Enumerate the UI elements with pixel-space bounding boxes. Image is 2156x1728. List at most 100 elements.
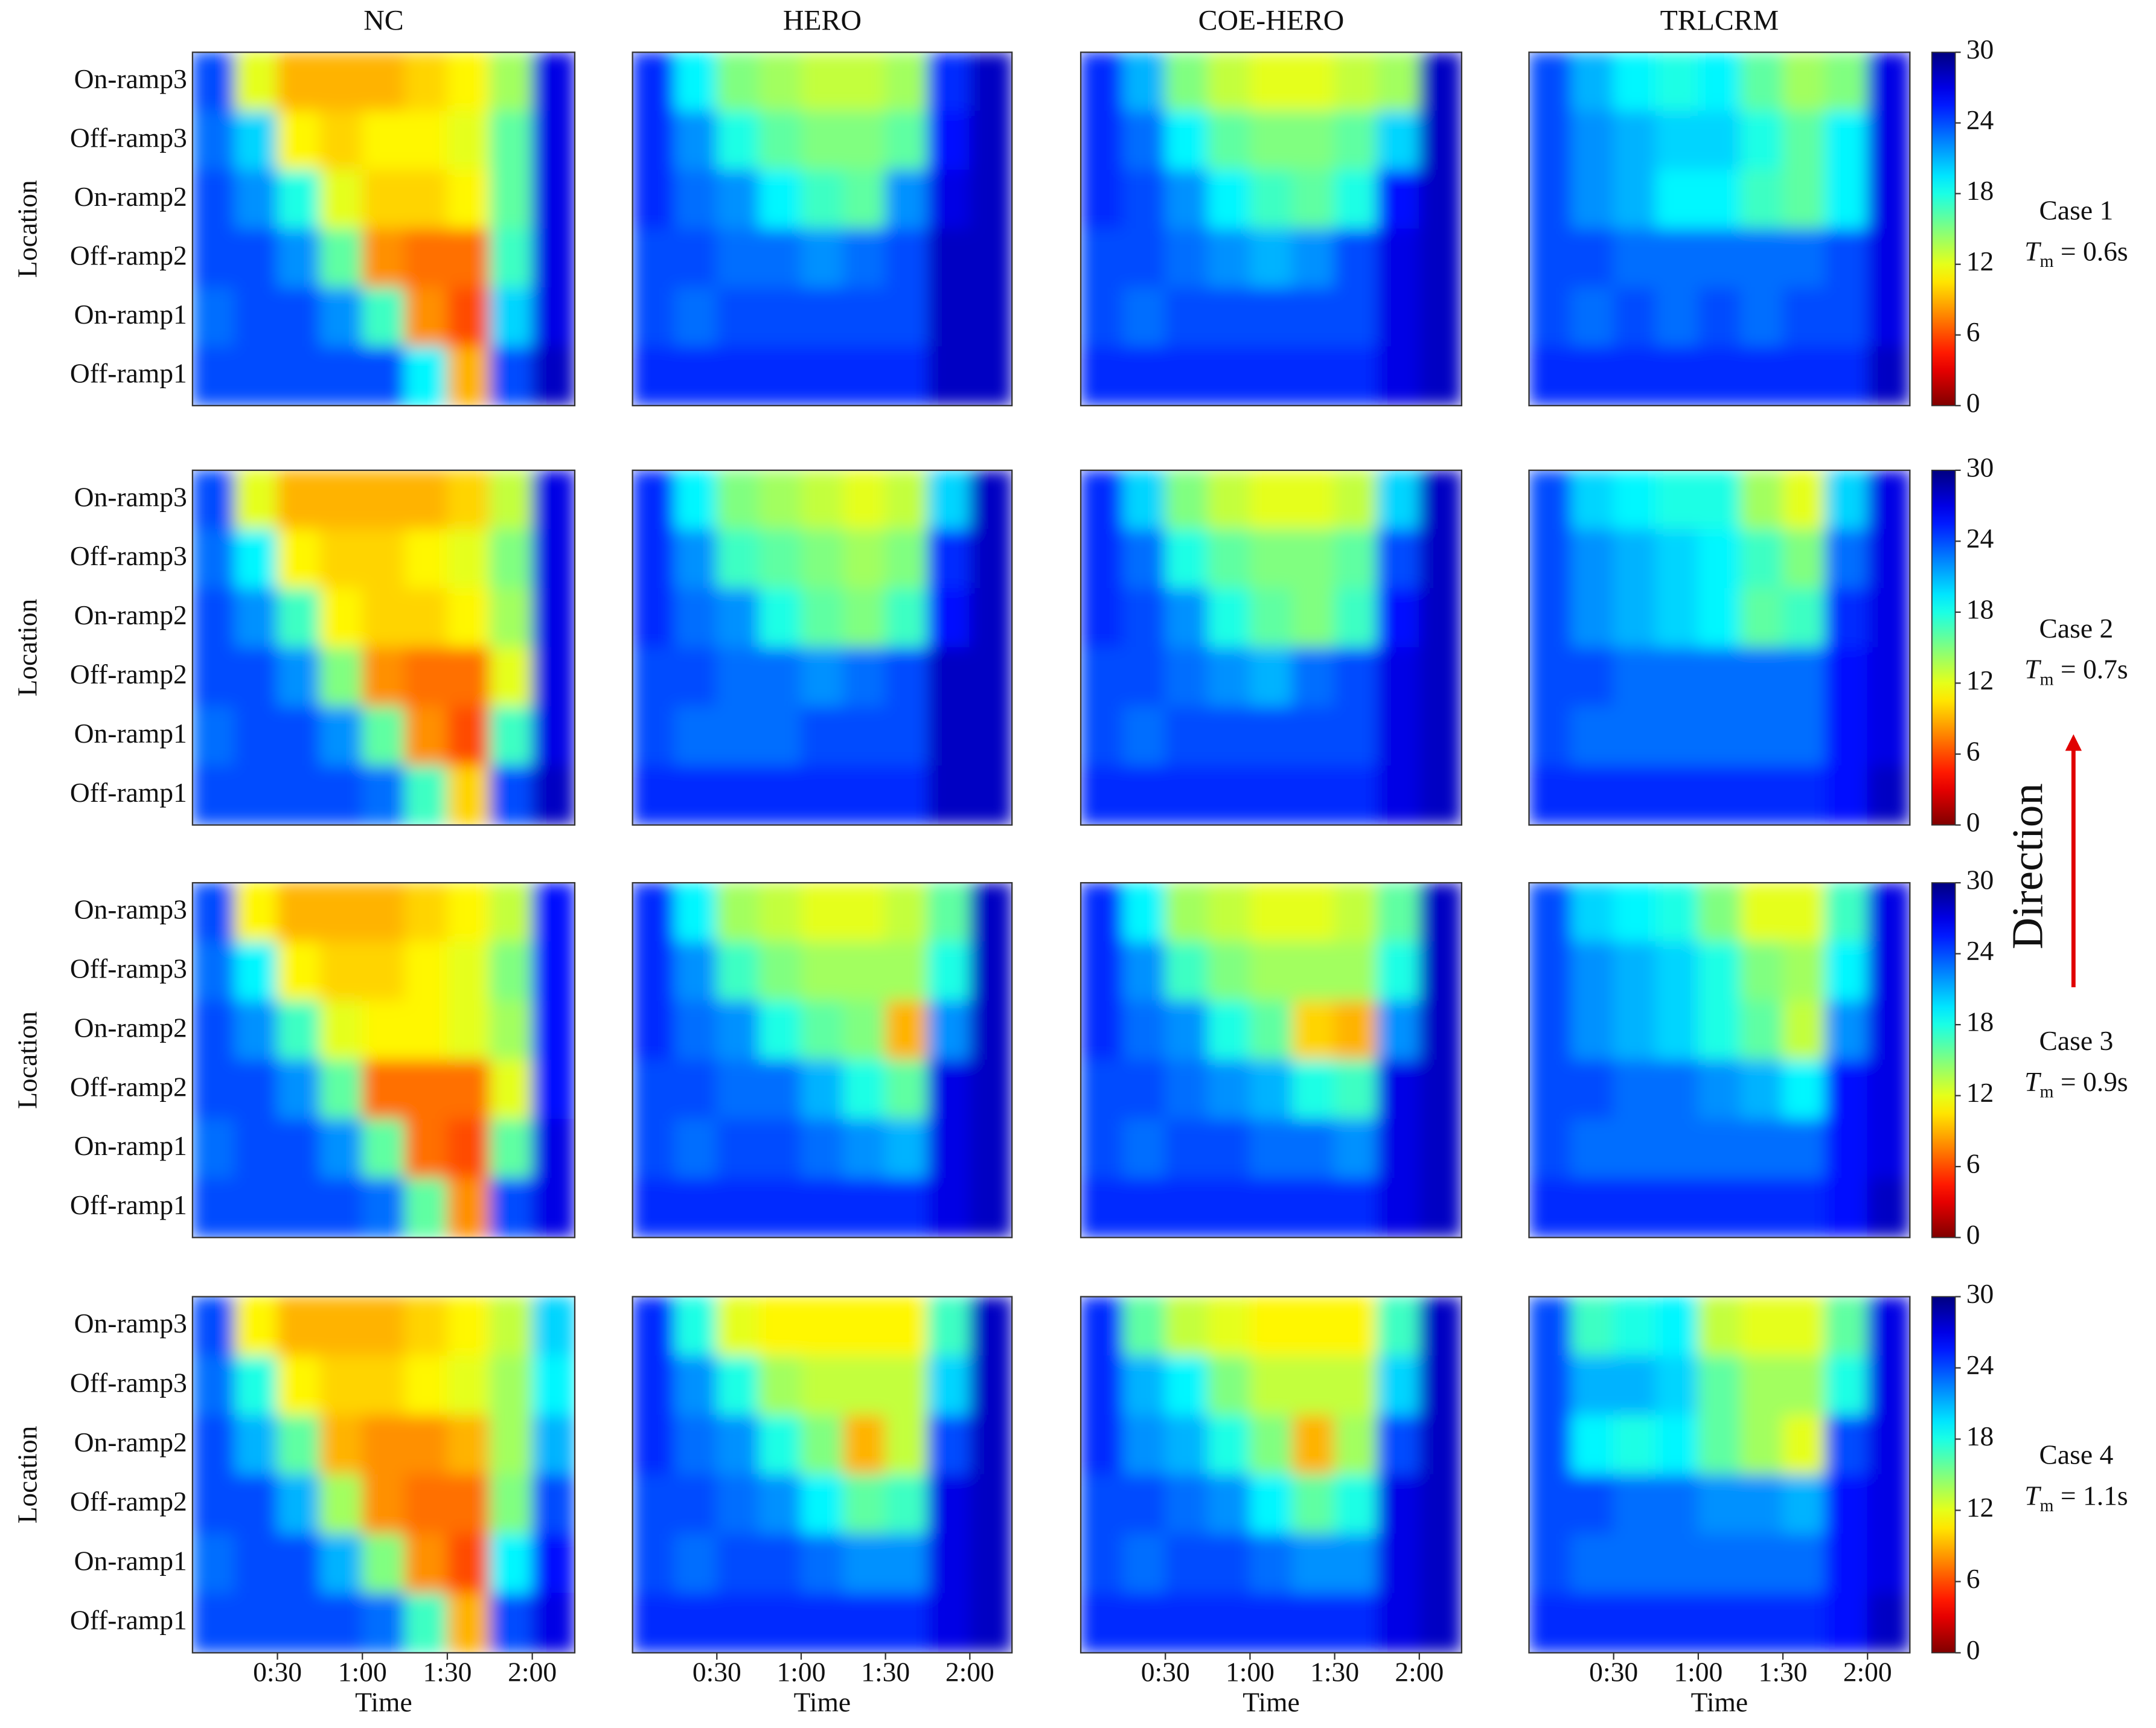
heatmap-cell [969, 1593, 1012, 1653]
heatmap-cell [447, 1000, 490, 1061]
heatmap-cell [489, 883, 533, 942]
heatmap-cells [1529, 470, 1910, 825]
heatmap-cell [969, 1415, 1012, 1476]
heatmap-cell [1207, 1593, 1251, 1653]
heatmap-cell [927, 1000, 971, 1061]
heatmap-cell [1740, 529, 1783, 589]
colorbar-tick-label: 12 [1966, 1077, 1994, 1108]
heatmap-cell [1570, 169, 1614, 229]
heatmap-cell [319, 647, 363, 708]
heatmap-cell [1249, 1000, 1293, 1061]
y-tick-label: On-ramp1 [74, 299, 187, 330]
x-tick-label: 1:30 [1759, 1656, 1808, 1687]
heatmap-cell [1291, 1060, 1336, 1120]
heatmap-cell [531, 588, 575, 648]
heatmap-cell [404, 706, 448, 767]
heatmap-cells [192, 52, 575, 406]
heatmap-cells [1081, 52, 1462, 406]
heatmap-cell [1081, 1534, 1124, 1594]
heatmap-cell [1570, 1534, 1614, 1594]
heatmap-cell [884, 588, 929, 648]
heatmap-cell [1867, 1474, 1910, 1535]
heatmap-cell [927, 169, 971, 229]
heatmap-cell [319, 470, 363, 530]
column-title: COE-HERO [1198, 5, 1345, 37]
heatmap-cell [884, 1296, 929, 1357]
heatmap-cells [1529, 52, 1910, 406]
heatmap-cell [234, 1355, 278, 1416]
heatmap-cell [1165, 346, 1209, 406]
heatmap-cell [1782, 287, 1826, 347]
heatmap-cell [192, 765, 235, 825]
heatmap-cell [192, 941, 235, 1002]
heatmap-cell [1122, 1178, 1166, 1238]
heatmap-cell [1122, 588, 1166, 648]
heatmap-cell [1165, 1415, 1209, 1476]
heatmap-cell [1081, 1000, 1124, 1061]
heatmap-cell [1655, 1593, 1699, 1653]
heatmap-cell [1122, 1060, 1166, 1120]
heatmap-cell [1334, 529, 1378, 589]
heatmap-cell [1122, 529, 1166, 589]
heatmap-cell [192, 52, 235, 112]
colorbar-tick-label: 0 [1966, 807, 1980, 837]
heatmap-cell [1334, 169, 1378, 229]
heatmap-cell [531, 1178, 575, 1238]
heatmap-cell [1291, 529, 1336, 589]
panel-frame [1080, 469, 1463, 826]
heatmap-cell [884, 52, 929, 112]
heatmap-cell [1207, 1000, 1251, 1061]
heatmap-cell [1613, 287, 1657, 347]
heatmap-cells [1529, 1296, 1910, 1653]
heatmap-cell [716, 941, 760, 1002]
y-tick-label: Off-ramp2 [70, 240, 187, 270]
heatmap-cell [531, 228, 575, 289]
heatmap-cell [319, 1534, 363, 1594]
heatmap-cell [362, 1415, 406, 1476]
heatmap-cell [843, 941, 886, 1002]
heatmap-cell [1377, 1534, 1420, 1594]
heatmap-cell [1655, 1296, 1699, 1357]
heatmap-cell [1249, 941, 1293, 1002]
heatmap-cell [319, 1119, 363, 1179]
heatmap-cell [927, 1355, 971, 1416]
heatmap-cell [192, 1593, 235, 1653]
y-tick-label: On-ramp2 [74, 181, 187, 212]
heatmap-cell [843, 765, 886, 825]
heatmap-cell [1081, 765, 1124, 825]
heatmap-cells [632, 1296, 1012, 1653]
heatmap-cell [1081, 1296, 1124, 1357]
heatmap-cell [1249, 1355, 1293, 1416]
heatmap-cell [632, 110, 676, 171]
heatmap-cell [632, 52, 676, 112]
heatmap-cell [1377, 1474, 1420, 1535]
heatmap-cell [884, 883, 929, 942]
heatmap-cell [927, 287, 971, 347]
heatmap-cell [758, 1178, 802, 1238]
heatmap-cell [843, 1355, 886, 1416]
heatmap-cell [1249, 765, 1293, 825]
y-tick-label: On-ramp3 [74, 63, 187, 94]
heatmap-cell [1655, 110, 1699, 171]
heatmap-cell [1165, 287, 1209, 347]
heatmap-panel [192, 1296, 575, 1653]
y-tick-label: On-ramp3 [74, 894, 187, 925]
y-tick-label: Off-ramp3 [70, 1367, 187, 1398]
heatmap-cell [1613, 941, 1657, 1002]
heatmap-cell [1529, 529, 1572, 589]
heatmap-cell [1165, 1119, 1209, 1179]
heatmap-cell [1249, 529, 1293, 589]
heatmap-cell [447, 346, 490, 406]
heatmap-cell [1377, 1178, 1420, 1238]
heatmap-cell [192, 706, 235, 767]
heatmap-cell [489, 1296, 533, 1357]
heatmap-cell [1207, 1296, 1251, 1357]
heatmap-cell [674, 765, 717, 825]
heatmap-cell [1122, 765, 1166, 825]
heatmap-cell [884, 110, 929, 171]
heatmap-cell [927, 647, 971, 708]
heatmap-cell [884, 529, 929, 589]
heatmap-cell [674, 529, 717, 589]
heatmap-cell [1122, 1593, 1166, 1653]
